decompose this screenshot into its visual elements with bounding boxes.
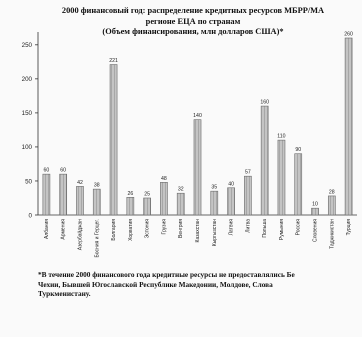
bar (327, 195, 336, 216)
category-label: Болгария (111, 219, 117, 241)
bar (260, 105, 269, 216)
bar (143, 197, 151, 216)
category-label: Румыния (279, 219, 285, 240)
data-label: 260 (344, 32, 353, 38)
data-label: 26 (127, 191, 133, 197)
category-label: Россия (296, 219, 302, 236)
footnote-line-3: Туркменистану. (38, 289, 91, 299)
y-tick-label: 150 (22, 110, 33, 117)
data-label: 160 (260, 100, 269, 106)
data-label: 48 (161, 176, 167, 182)
footnote-line-1: *В течение 2000 финансового года кредитн… (38, 270, 295, 279)
bar (311, 207, 319, 216)
data-label: 140 (193, 113, 202, 119)
data-label: 60 (44, 168, 50, 174)
chart-title-line-2: регионе ЕЦА по странам (145, 16, 241, 26)
category-label: Казахстан (195, 219, 201, 243)
category-label: Турция (346, 219, 352, 236)
bar (76, 186, 84, 216)
bar (193, 119, 202, 216)
category-label: Кыргызстан (212, 219, 218, 246)
category-label: Босния и Герцег. (94, 219, 100, 258)
chart-labels: 60 Албания 60 Армения 42 Азербайджан 38 Босния … (44, 32, 354, 258)
chart-title: 2000 финансовый год: распределение креди… (24, 6, 362, 38)
chart-title-line-3: (Объем финансирования, млн долларов США)… (102, 27, 284, 36)
category-label: Латвия (229, 219, 235, 236)
bar (160, 182, 168, 216)
category-label: Польша (262, 219, 268, 238)
data-label: 57 (245, 170, 251, 176)
category-label: Словения (313, 219, 319, 242)
data-label: 90 (295, 147, 301, 153)
footnote: *В течение 2000 финансового года кредитн… (38, 270, 362, 299)
y-tick-label: 50 (25, 178, 32, 185)
data-label: 40 (228, 181, 234, 187)
footnote-line-2: Чехии, Бывшей Югославской Республике Мак… (38, 279, 273, 289)
bar (92, 188, 101, 216)
bar (227, 187, 235, 216)
data-label: 42 (77, 180, 83, 186)
category-label: Грузия (161, 219, 167, 235)
category-label: Хорватия (128, 219, 134, 241)
chart-bars (42, 37, 353, 216)
y-tick-label: 200 (22, 76, 33, 83)
category-label: Албания (44, 219, 50, 239)
bar (42, 173, 51, 216)
data-label: 32 (178, 187, 184, 193)
y-tick-label: 0 (29, 212, 33, 219)
data-label: 110 (277, 134, 285, 140)
bar (344, 37, 353, 216)
category-label: Армения (61, 219, 67, 240)
data-label: 38 (94, 183, 100, 189)
data-label: 28 (329, 189, 335, 195)
bar (59, 173, 68, 216)
bar (176, 192, 185, 216)
data-label: 221 (109, 58, 118, 64)
category-label: Литва (245, 219, 251, 233)
bar (294, 153, 303, 216)
y-tick-label: 100 (22, 144, 33, 151)
bar (277, 139, 286, 216)
category-label: Азербайджан (76, 219, 83, 250)
bar (126, 197, 135, 216)
bar (210, 190, 219, 216)
bar (244, 175, 252, 216)
category-label: Венгрия (178, 219, 184, 238)
data-label: 25 (144, 191, 150, 197)
data-label: 10 (312, 202, 318, 208)
y-tick-label: 250 (22, 42, 33, 49)
chart-title-line-1: 2000 финансовый год: распределение креди… (61, 6, 325, 15)
data-label: 60 (60, 168, 66, 174)
data-label: 35 (211, 185, 217, 191)
bar (109, 64, 118, 216)
category-label: Таджикистан (329, 219, 335, 249)
chart-axes: 0 50 100 150 200 250 (22, 32, 357, 219)
category-label: Эстония (145, 219, 151, 239)
